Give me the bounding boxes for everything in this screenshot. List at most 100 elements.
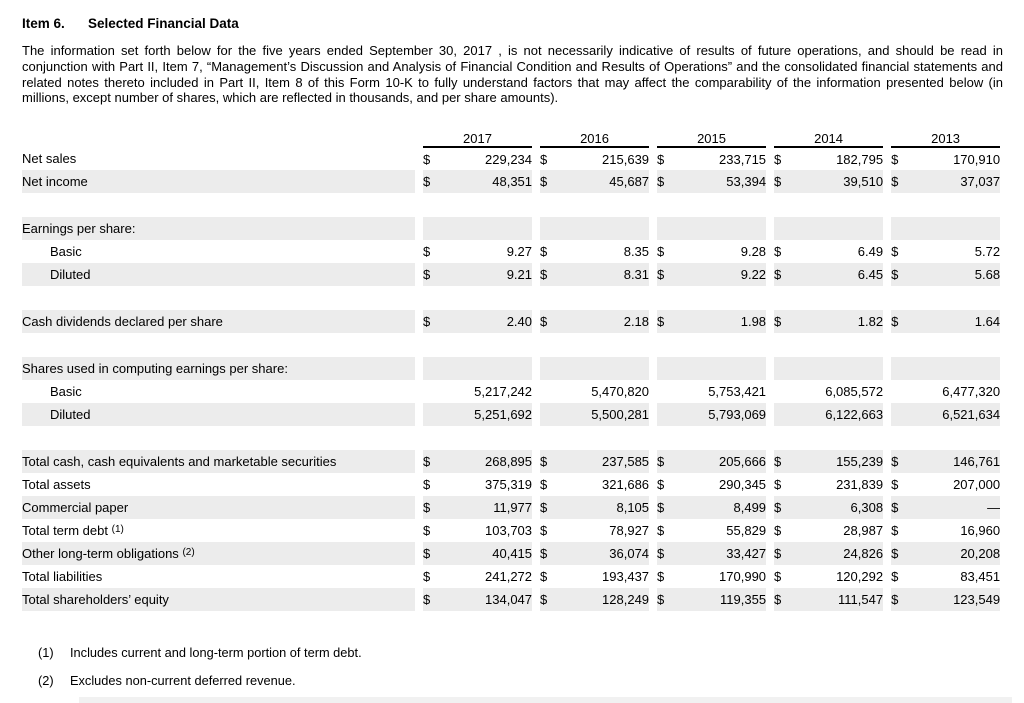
row-label: Basic [22,240,415,263]
column-gap [415,542,423,566]
row-label-text: Other long-term obligations [22,546,179,562]
dollar-sign-cell: $ [423,588,449,612]
dollar-sign-cell: $ [657,244,665,260]
column-gap [415,403,423,427]
column-gap [415,217,423,241]
column-gap [415,588,423,612]
column-gap [766,519,774,542]
row-label-text: Total assets [22,477,91,493]
value-cell: 207,000 [953,477,1001,493]
value-cell: 24,826 [800,542,884,566]
value-cell: 8.31 [566,263,650,287]
label-column-header [22,127,415,147]
dollar-sign-cell [774,217,801,241]
column-gap [649,357,658,381]
value-cell: 5,753,421 [708,384,767,400]
value-cell: 268,895 [449,450,533,474]
dollar-sign-cell: $ [423,450,449,474]
value-cell: 290,345 [719,477,767,493]
section-title: Item 6. Selected Financial Data [22,16,1003,31]
row-label-text: Net sales [22,151,77,167]
dollar-sign-cell: $ [540,244,548,260]
column-gap [532,565,540,588]
column-gap [649,263,658,287]
row-label-text: Cash dividends declared per share [22,314,223,330]
value-cell: 1.64 [917,310,1001,334]
footnotes: (1) Includes current and long-term portio… [22,645,1003,688]
table-row: Commercial paper $11,977 $8,105 $8,499 $6,30… [22,496,1001,520]
column-gap [883,496,892,520]
row-label-text: Diluted [50,267,91,283]
column-gap [415,496,423,520]
dollar-sign-cell: $ [657,310,684,334]
column-gap [649,542,658,566]
dollar-sign-cell [423,403,449,427]
column-gap [766,240,774,263]
spacer-row [22,193,1001,218]
dollar-sign-cell: $ [891,310,918,334]
value-cell: 8,499 [683,496,767,520]
dollar-sign-cell: $ [657,496,684,520]
value-cell [449,357,533,381]
dollar-sign-cell: $ [657,542,684,566]
dollar-sign-cell [774,357,801,381]
column-gap [532,380,540,403]
document-page: Item 6. Selected Financial Data The infor… [22,16,1003,688]
dollar-sign-cell: $ [540,151,548,167]
dollar-sign-cell [423,357,449,381]
value-cell: 9.27 [506,244,533,260]
column-gap [649,565,657,588]
dollar-sign-cell [774,403,801,427]
dollar-sign-cell: $ [423,523,431,539]
column-gap [532,542,541,566]
dollar-sign-cell: $ [774,477,782,493]
value-cell [566,217,650,241]
table-row: Total cash, cash equivalents and marketa… [22,450,1001,474]
value-cell: 53,394 [683,170,767,194]
value-cell: 229,234 [485,151,533,167]
value-cell: 241,272 [485,569,533,585]
column-gap [415,170,423,194]
row-label-text: Total term debt [22,523,108,539]
value-cell [800,357,884,381]
column-gap [649,473,657,496]
dollar-sign-cell: $ [540,569,548,585]
dollar-sign-cell: $ [891,477,899,493]
value-cell: 6.45 [800,263,884,287]
column-gap [415,147,423,170]
dollar-sign-cell [423,380,449,403]
row-label: Total assets [22,473,415,496]
dollar-sign-cell: $ [774,523,782,539]
column-gap [649,403,658,427]
row-label-text: Diluted [50,407,91,423]
section-header-row: Shares used in computing earnings per sh… [22,357,1001,381]
row-label: Earnings per share: [22,217,415,241]
value-cell: 6,122,663 [800,403,884,427]
dollar-sign-cell: $ [540,477,548,493]
column-gap [415,380,423,403]
value-cell: 231,839 [836,477,884,493]
column-gap [415,473,423,496]
spacer-cell [22,286,1001,311]
footnote-line: (1) Includes current and long-term portio… [38,645,1003,660]
table-row: Cash dividends declared per share $2.40 $2… [22,310,1001,334]
dollar-sign-cell: $ [891,523,899,539]
dollar-sign-cell: $ [891,151,899,167]
column-gap [883,519,891,542]
value-cell: 36,074 [566,542,650,566]
value-cell: 9.28 [740,244,767,260]
value-cell [800,217,884,241]
value-cell: 119,355 [683,588,767,612]
column-gap [415,519,423,542]
column-gap [766,357,775,381]
table-row: Diluted $9.21 $8.31 $9.22 $6.45 $5.68 [22,263,1001,287]
item-number: Item 6. [22,16,65,31]
table-row: Basic 5,217,242 5,470,820 5,753,421 6,085,57… [22,380,1000,403]
row-label: Commercial paper [22,496,415,520]
row-label-text: Net income [22,174,88,190]
row-label: Net sales [22,147,415,170]
column-gap [766,473,774,496]
spacer-cell [22,193,1001,218]
dollar-sign-cell: $ [891,496,918,520]
dollar-sign-cell [657,380,683,403]
